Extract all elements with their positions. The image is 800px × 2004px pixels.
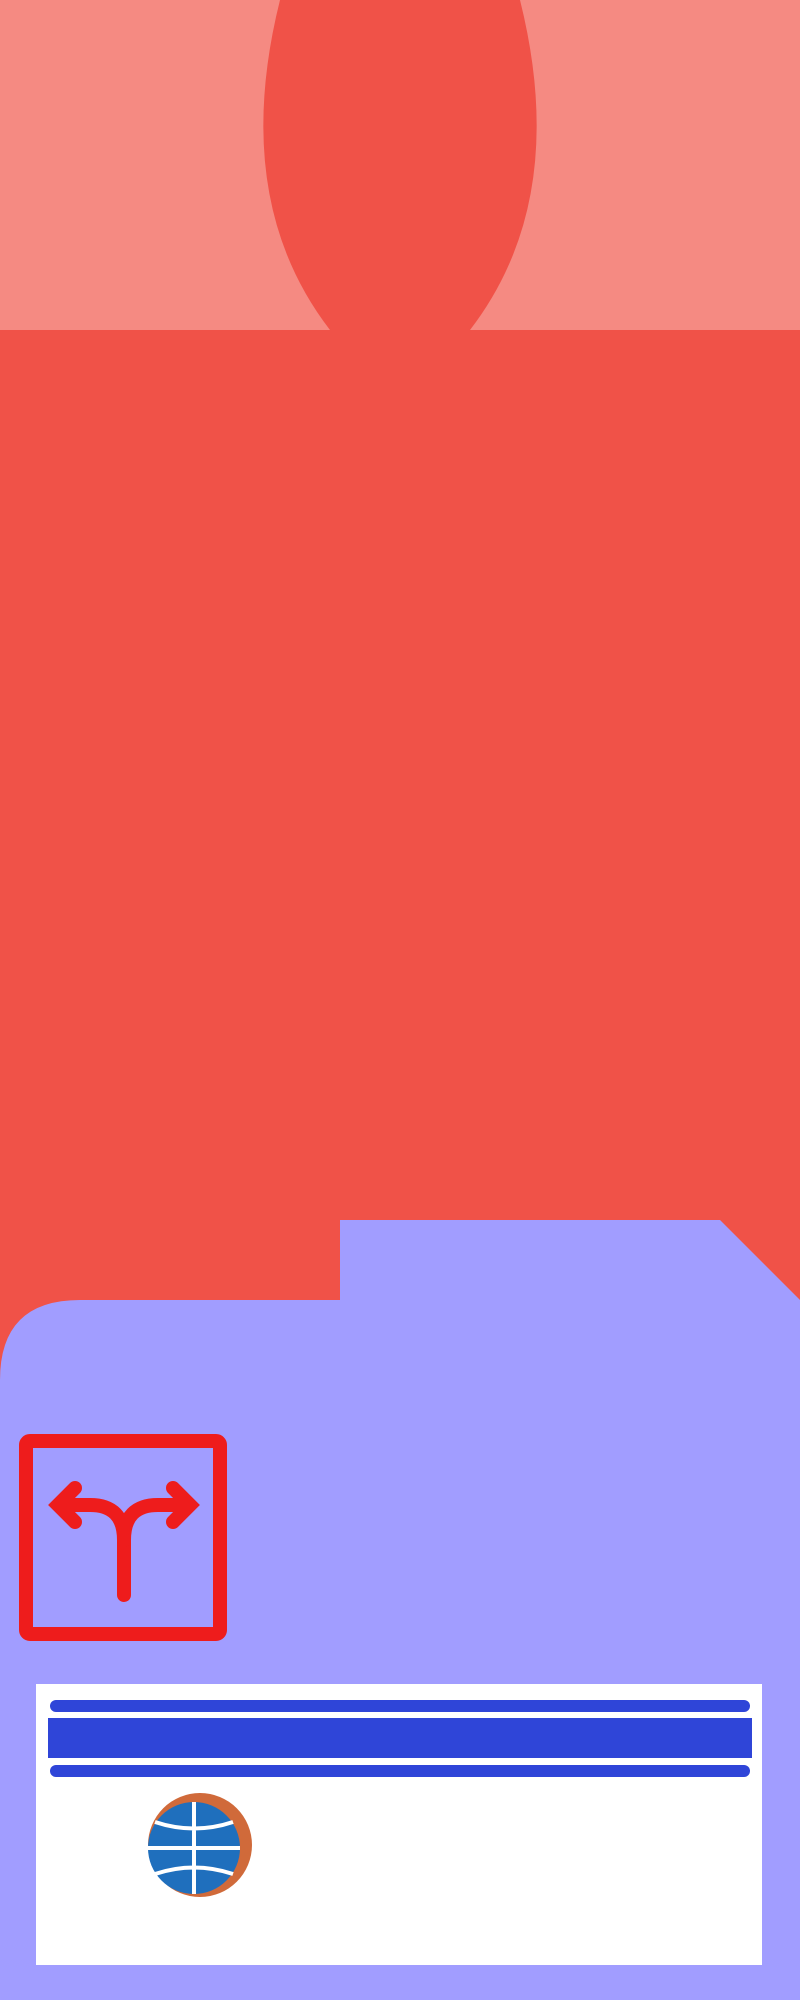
bg-shape	[470, 0, 800, 330]
footer-bar	[50, 1765, 750, 1777]
logo	[148, 1793, 252, 1897]
bg-shape	[0, 0, 330, 330]
split-arrow-icon	[48, 1481, 200, 1602]
banner-bg	[48, 1718, 752, 1758]
icon-frame	[19, 1434, 227, 1641]
footer-bar	[50, 1700, 750, 1712]
